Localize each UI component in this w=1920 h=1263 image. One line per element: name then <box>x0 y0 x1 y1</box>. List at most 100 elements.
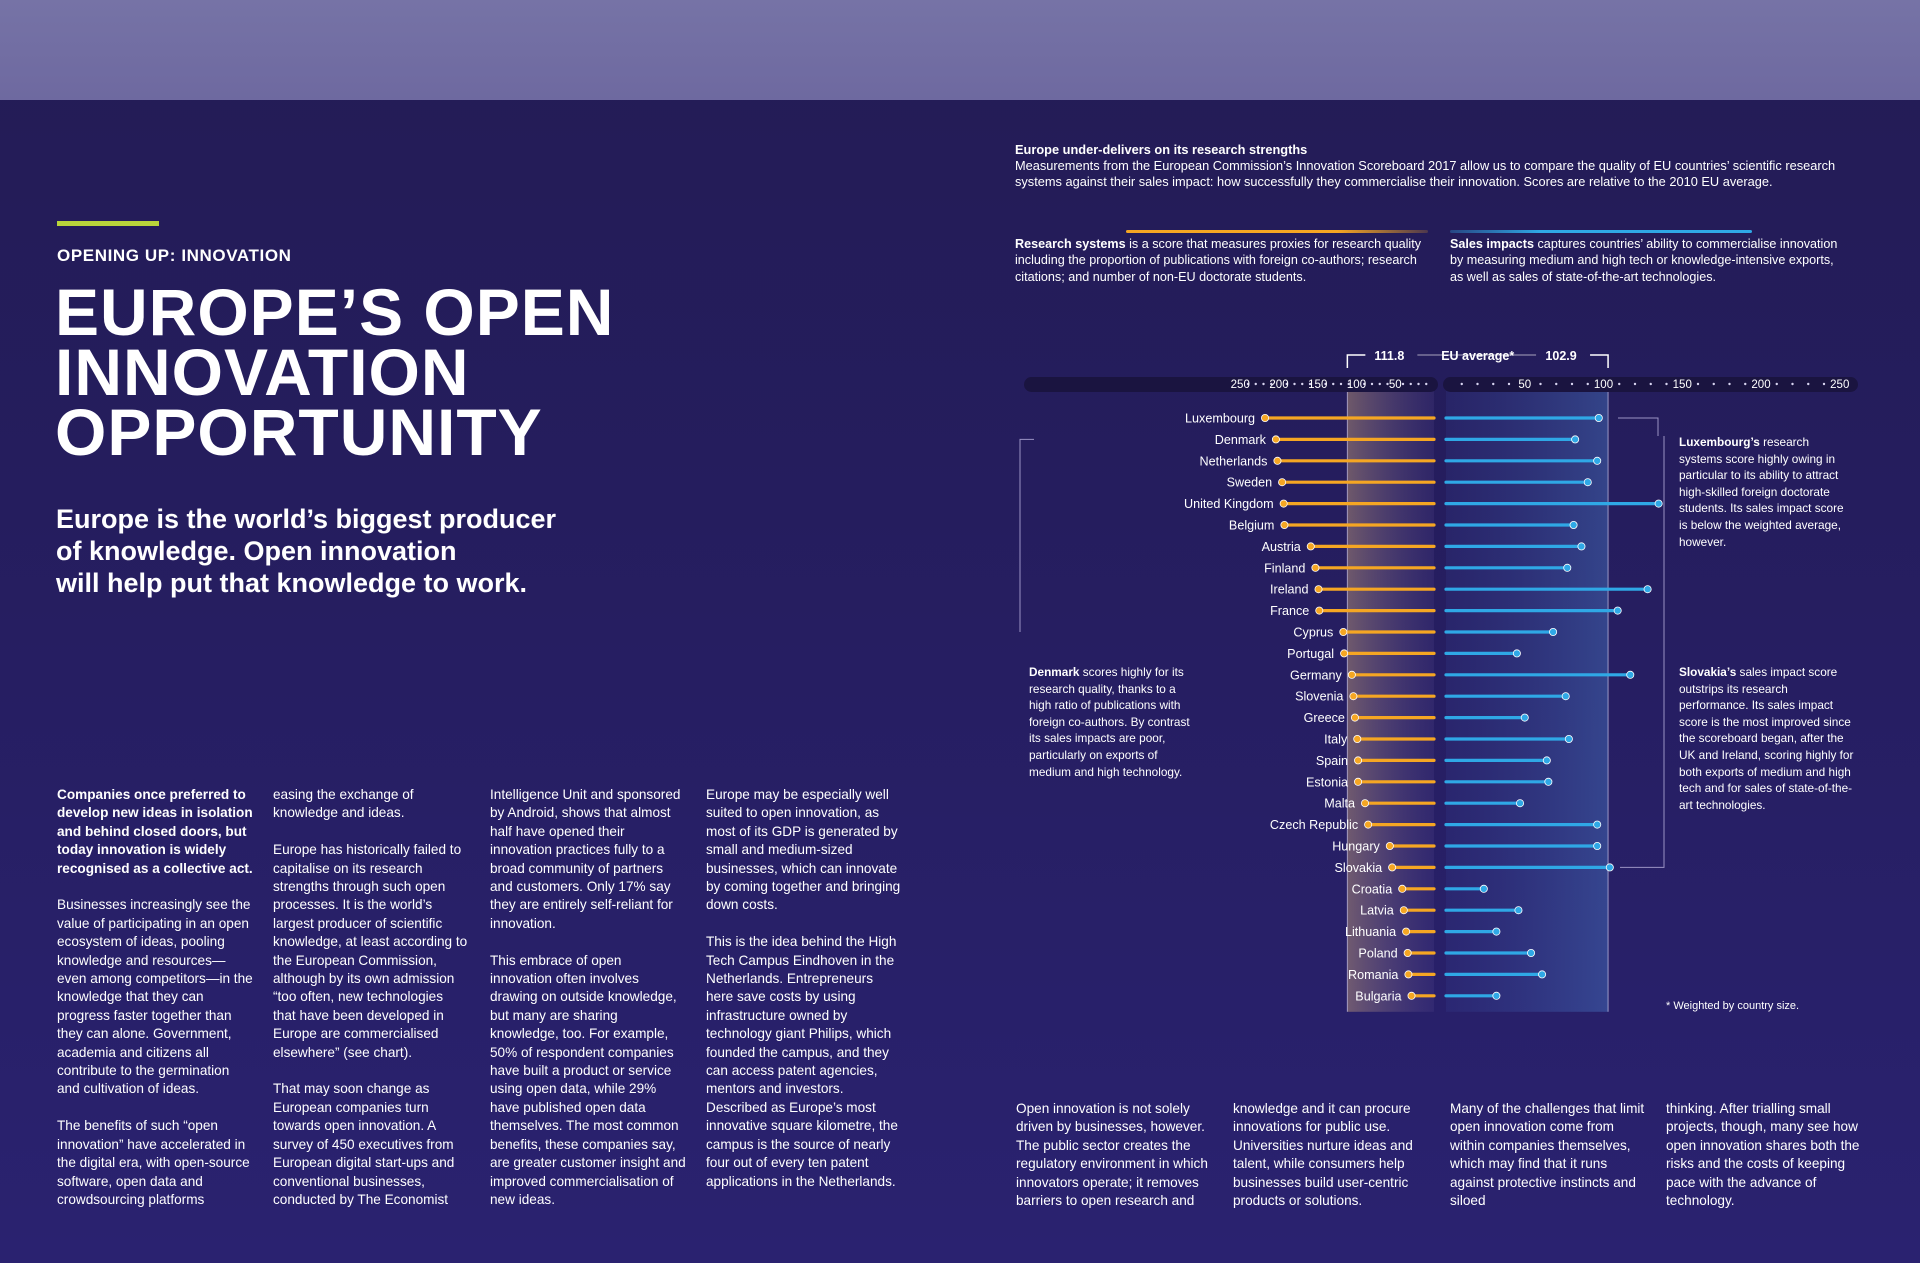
right-axis-dot <box>1807 382 1810 386</box>
right-axis-dot <box>1586 382 1589 386</box>
left-axis-dot <box>1285 382 1288 386</box>
left-axis-dot <box>1246 382 1250 386</box>
right-axis-dot <box>1539 382 1542 386</box>
right-axis-dot <box>1555 382 1558 386</box>
sales-bar-dot <box>1626 670 1635 679</box>
country-label: Italy <box>1324 733 1348 747</box>
research-bar-dot <box>1353 735 1362 744</box>
standfirst-line: Europe is the world’s biggest producer <box>56 504 557 534</box>
standfirst-line: will help put that knowledge to work. <box>56 568 528 598</box>
sales-bar-dot <box>1569 521 1578 530</box>
country-label: Ireland <box>1270 583 1309 597</box>
country-label: Croatia <box>1352 882 1393 896</box>
country-label: Sweden <box>1227 476 1273 490</box>
legend-research-title: Research systems <box>1015 237 1126 251</box>
note-slovakia-text: sales impact score outstrips its researc… <box>1679 665 1854 812</box>
left-axis-dot <box>1262 382 1265 386</box>
left-axis-tick-label: 250 <box>1231 379 1250 391</box>
right-axis-dot <box>1476 382 1479 386</box>
body-column-3: Intelligence Unit and sponsored by Andro… <box>490 786 686 1228</box>
right-axis-dot <box>1696 382 1700 386</box>
sales-bar-dot <box>1571 435 1580 444</box>
left-axis-dot <box>1293 382 1296 386</box>
sales-bar-dot <box>1538 970 1547 979</box>
research-bar-dot <box>1340 649 1349 658</box>
research-bar-dot <box>1280 521 1289 530</box>
sales-bar-dot <box>1520 713 1529 722</box>
research-bar-dot <box>1388 863 1397 872</box>
title-line: INNOVATION <box>55 335 470 409</box>
research-bar-dot <box>1407 991 1416 1000</box>
note-denmark-bracket <box>1019 438 1034 632</box>
research-bar-dot <box>1271 435 1280 444</box>
sales-bar-dot <box>1613 606 1622 615</box>
left-axis-tick-label: 100 <box>1347 379 1366 391</box>
body-paragraph: thinking. After trialling small projects… <box>1666 1101 1860 1209</box>
note-luxembourg-bracket <box>1618 417 1659 436</box>
title-line: EUROPE’S OPEN <box>55 275 615 349</box>
country-label: Spain <box>1316 754 1348 768</box>
sales-bar-dot <box>1594 413 1603 422</box>
right-axis-dot <box>1744 382 1747 386</box>
standfirst-line: of knowledge. Open innovation <box>56 536 457 566</box>
body-column-8: thinking. After trialling small projects… <box>1666 1100 1862 1229</box>
research-bar-dot <box>1404 970 1413 979</box>
body-paragraph: Businesses increasingly see the value of… <box>57 897 253 1097</box>
left-axis-dot <box>1332 382 1335 386</box>
country-label: Slovenia <box>1295 690 1343 704</box>
sales-bar-dot <box>1561 692 1570 701</box>
legend-sales-swatch <box>1450 230 1752 233</box>
left-axis-tick-label: 50 <box>1389 379 1402 391</box>
note-luxembourg: Luxembourg’s research systems score high… <box>1679 434 1854 550</box>
research-bar-dot <box>1311 563 1320 572</box>
research-bar-dot <box>1354 756 1363 765</box>
body-paragraph: This embrace of open innovation often in… <box>490 952 686 1207</box>
eu-average-band-research <box>1347 384 1434 1012</box>
research-bar-dot <box>1278 478 1287 487</box>
research-bar-dot <box>1385 842 1394 851</box>
left-axis-dot <box>1301 382 1304 386</box>
right-axis-dot <box>1618 382 1621 386</box>
country-label: Netherlands <box>1200 454 1268 468</box>
left-axis-track <box>1024 377 1438 392</box>
body-column-4: Europe may be especially well suited to … <box>706 786 902 1209</box>
left-axis-dot <box>1417 382 1420 386</box>
country-label: Slovakia <box>1335 861 1383 875</box>
country-label: Bulgaria <box>1355 989 1401 1003</box>
note-denmark: Denmark scores highly for its research q… <box>1029 664 1191 780</box>
research-bar-dot <box>1314 585 1323 594</box>
sales-bar-dot <box>1492 927 1501 936</box>
eu-average-band-sales <box>1446 384 1609 1012</box>
eu-average-research-label: 111.8 <box>1374 349 1404 363</box>
sales-bar-dot <box>1516 799 1525 808</box>
body-column-7: Many of the challenges that limit open i… <box>1450 1100 1646 1229</box>
kicker: OPENING UP: INNOVATION <box>57 246 292 265</box>
sales-bar-dot <box>1527 949 1536 958</box>
country-label: Austria <box>1262 540 1301 554</box>
eu-average-label: EU average* <box>1441 349 1514 363</box>
right-axis-tick-label: 200 <box>1751 379 1770 391</box>
right-axis-tick-label: 150 <box>1673 379 1692 391</box>
right-axis-dot <box>1507 382 1511 386</box>
sales-bar-dot <box>1593 820 1602 829</box>
note-luxembourg-title: Luxembourg’s <box>1679 435 1760 449</box>
left-axis-dot <box>1339 382 1343 386</box>
country-label: Portugal <box>1287 647 1334 661</box>
chart-intro: Europe under-delivers on its research st… <box>1015 142 1865 190</box>
eu-average-sales-label: 102.9 <box>1545 349 1576 363</box>
sales-bar-dot <box>1593 456 1602 465</box>
body-paragraph: Open innovation is not solely driven by … <box>1016 1101 1208 1209</box>
country-label: Latvia <box>1360 904 1394 918</box>
title-line: OPPORTUNITY <box>55 395 543 469</box>
legend-research-swatch <box>1126 230 1428 233</box>
right-axis-dot <box>1712 382 1715 386</box>
sales-bar-dot <box>1542 756 1551 765</box>
right-axis-dot <box>1633 382 1637 386</box>
country-label: United Kingdom <box>1184 497 1274 511</box>
sales-bar-dot <box>1564 735 1573 744</box>
right-axis-dot <box>1570 382 1574 386</box>
research-bar-dot <box>1279 499 1288 508</box>
eu-bracket-right <box>1590 354 1609 368</box>
sales-bar-dot <box>1577 542 1586 551</box>
research-bar-dot <box>1402 927 1411 936</box>
